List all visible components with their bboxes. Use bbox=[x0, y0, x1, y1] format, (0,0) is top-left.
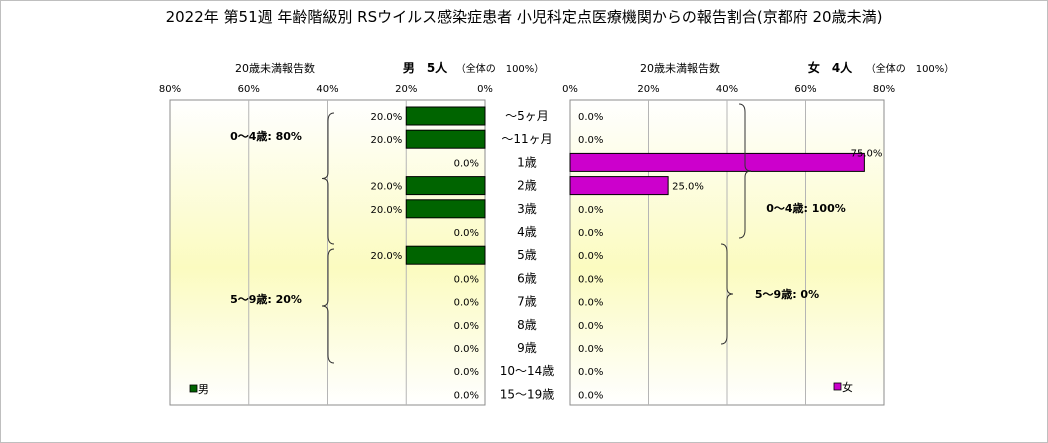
male-tick-label: 0% bbox=[477, 84, 493, 95]
female-brace-0-4 bbox=[738, 103, 752, 239]
male-bar bbox=[405, 176, 486, 196]
category-label: 6歳 bbox=[517, 271, 537, 285]
male-value-label: 0.0% bbox=[454, 390, 479, 401]
male-value-label: 20.0% bbox=[370, 251, 402, 262]
female-group-5-9: 5～9歳: 0% bbox=[755, 287, 819, 301]
male-bar bbox=[405, 106, 486, 126]
category-label: ～11ヶ月 bbox=[501, 132, 552, 146]
female-value-label: 0.0% bbox=[578, 298, 603, 309]
male-value-label: 20.0% bbox=[370, 112, 402, 123]
male-tick-label: 60% bbox=[238, 84, 260, 95]
female-value-label: 0.0% bbox=[578, 251, 603, 262]
female-tick-label: 40% bbox=[716, 84, 738, 95]
female-value-label: 0.0% bbox=[578, 135, 603, 146]
category-label: 15～19歳 bbox=[500, 387, 555, 401]
male-value-label: 20.0% bbox=[370, 205, 402, 216]
female-tick-label: 20% bbox=[637, 84, 659, 95]
male-tick-label: 20% bbox=[395, 84, 417, 95]
male-value-label: 0.0% bbox=[454, 321, 479, 332]
female-legend-swatch bbox=[833, 382, 842, 391]
female-axis-label: 20歳未満報告数 bbox=[640, 62, 720, 75]
male-tick-label: 80% bbox=[159, 84, 181, 95]
male-legend-swatch bbox=[189, 384, 198, 393]
male-tick-label: 40% bbox=[316, 84, 338, 95]
male-bar bbox=[405, 199, 486, 219]
male-value-label: 0.0% bbox=[454, 298, 479, 309]
female-brace-5-9 bbox=[720, 243, 734, 345]
male-value-label: 0.0% bbox=[454, 274, 479, 285]
female-value-label: 0.0% bbox=[578, 228, 603, 239]
female-value-label: 25.0% bbox=[672, 182, 704, 193]
female-value-label: 0.0% bbox=[578, 344, 603, 355]
female-header-note: （全体の 100%） bbox=[866, 62, 955, 75]
female-value-label: 0.0% bbox=[578, 205, 603, 216]
female-tick-label: 80% bbox=[873, 84, 895, 95]
male-value-label: 0.0% bbox=[454, 367, 479, 378]
male-axis-label: 20歳未満報告数 bbox=[235, 62, 315, 75]
male-brace-0-4 bbox=[321, 112, 335, 245]
male-bar bbox=[405, 129, 486, 149]
male-value-label: 20.0% bbox=[370, 182, 402, 193]
female-bar bbox=[569, 152, 865, 172]
female-value-label: 0.0% bbox=[578, 112, 603, 123]
category-label: 4歳 bbox=[517, 225, 537, 239]
male-value-label: 0.0% bbox=[454, 158, 479, 169]
male-legend-label: 男 bbox=[198, 383, 209, 396]
category-label: 2歳 bbox=[517, 179, 537, 193]
male-group-0-4: 0～4歳: 80% bbox=[230, 129, 302, 143]
chart-title: 2022年 第51週 年齢階級別 RSウイルス感染症患者 小児科定点医療機関から… bbox=[166, 8, 883, 26]
male-header: 男 5人 bbox=[403, 60, 448, 75]
male-brace-5-9 bbox=[321, 248, 335, 364]
category-label: 8歳 bbox=[517, 318, 537, 332]
female-group-0-4: 0～4歳: 100% bbox=[766, 201, 846, 215]
female-legend-label: 女 bbox=[842, 380, 853, 394]
male-bar bbox=[405, 245, 486, 265]
female-bar bbox=[569, 176, 669, 196]
male-value-label: 0.0% bbox=[454, 228, 479, 239]
female-value-label: 75.0% bbox=[851, 148, 883, 159]
male-header-note: （全体の 100%） bbox=[456, 62, 545, 75]
category-label: 5歳 bbox=[517, 248, 537, 262]
male-group-5-9: 5～9歳: 20% bbox=[230, 292, 302, 306]
female-value-label: 0.0% bbox=[578, 367, 603, 378]
category-label: 10～14歳 bbox=[500, 364, 555, 378]
female-header: 女 4人 bbox=[808, 60, 853, 75]
category-label: 7歳 bbox=[517, 295, 537, 309]
category-label: 3歳 bbox=[517, 202, 537, 216]
female-value-label: 0.0% bbox=[578, 274, 603, 285]
female-value-label: 0.0% bbox=[578, 390, 603, 401]
female-tick-label: 60% bbox=[794, 84, 816, 95]
female-value-label: 0.0% bbox=[578, 321, 603, 332]
male-value-label: 20.0% bbox=[370, 135, 402, 146]
female-tick-label: 0% bbox=[562, 84, 578, 95]
male-value-label: 0.0% bbox=[454, 344, 479, 355]
category-label: ～5ヶ月 bbox=[505, 109, 549, 123]
category-label: 9歳 bbox=[517, 341, 537, 355]
category-label: 1歳 bbox=[517, 155, 537, 169]
